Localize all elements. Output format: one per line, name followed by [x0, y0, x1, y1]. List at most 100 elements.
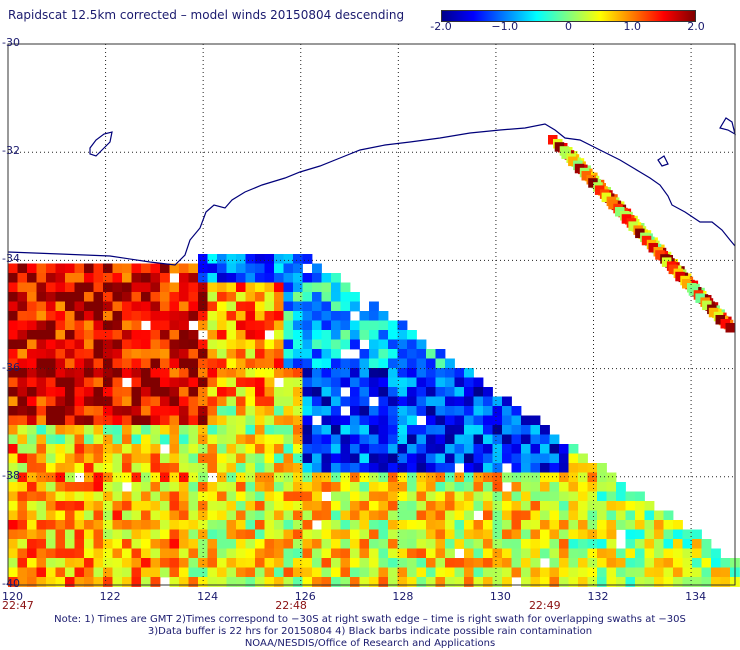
wind-cell [103, 472, 113, 483]
wind-cell [255, 320, 265, 331]
wind-cell [8, 273, 18, 283]
wind-cell [312, 292, 322, 302]
colorbar [441, 10, 696, 22]
wind-cell [112, 558, 123, 568]
wind-cell [302, 406, 313, 416]
wind-cell [84, 577, 94, 587]
wind-cell [255, 396, 265, 407]
wind-cell [264, 501, 275, 511]
colorbar-tick-label: −1.0 [491, 20, 519, 33]
wind-cell [293, 425, 303, 435]
wind-cell [141, 273, 151, 283]
wind-cell [397, 453, 408, 464]
wind-cell [169, 472, 180, 483]
wind-cell [587, 520, 598, 530]
wind-cell [331, 472, 341, 483]
wind-cell [350, 567, 360, 578]
wind-cell [293, 453, 303, 464]
wind-cell [559, 577, 569, 587]
wind-cell [179, 539, 189, 549]
wind-cell [255, 254, 265, 264]
wind-cell [473, 444, 484, 454]
wind-cell [65, 406, 75, 416]
wind-cell [207, 254, 218, 264]
wind-cell [160, 415, 170, 426]
wind-cell [179, 415, 189, 426]
wind-cell [568, 453, 579, 464]
wind-cell [511, 491, 522, 502]
wind-cell [264, 292, 275, 302]
wind-cell [112, 406, 123, 416]
wind-cell [321, 453, 332, 464]
wind-cell [312, 396, 322, 407]
wind-cell [454, 415, 465, 426]
wind-cell [416, 529, 427, 540]
wind-cell [350, 377, 360, 388]
wind-cell [701, 548, 712, 559]
wind-cell [331, 501, 341, 511]
wind-cell [74, 311, 85, 321]
wind-cell [616, 501, 626, 511]
wind-cell [198, 453, 208, 464]
wind-cell [587, 539, 598, 549]
wind-cell [141, 301, 151, 312]
wind-cell [340, 377, 351, 388]
wind-cell [141, 330, 151, 340]
wind-cell [331, 577, 341, 587]
wind-cell [93, 387, 104, 397]
wind-cell [464, 558, 474, 568]
wind-cell [397, 539, 408, 549]
wind-cell [416, 463, 427, 473]
wind-cell [188, 453, 199, 464]
coastline-segment [657, 155, 669, 167]
wind-cell [435, 434, 446, 445]
wind-cell [131, 273, 142, 283]
wind-cell [350, 491, 360, 502]
wind-cell [711, 567, 721, 578]
wind-cell [179, 453, 189, 464]
wind-cell [407, 472, 417, 483]
wind-cell [359, 567, 370, 578]
wind-cell [17, 396, 28, 407]
wind-cell [312, 263, 322, 274]
wind-cell [283, 301, 294, 312]
wind-cell [150, 425, 161, 435]
wind-cell [407, 434, 417, 445]
wind-cell [445, 567, 455, 578]
wind-cell [302, 529, 313, 540]
wind-cell [682, 539, 693, 549]
wind-cell [217, 472, 227, 483]
wind-cell [359, 463, 370, 473]
wind-cell [359, 501, 370, 511]
wind-cell [435, 510, 446, 521]
wind-cell [264, 377, 275, 388]
wind-cell [331, 349, 341, 359]
wind-cell [464, 453, 474, 464]
wind-cell [27, 415, 37, 426]
wind-cell [131, 387, 142, 397]
wind-cell [597, 529, 607, 540]
wind-cell [350, 548, 360, 559]
wind-cell [27, 368, 37, 378]
wind-cell [312, 501, 322, 511]
wind-cell [46, 472, 56, 483]
colorbar-tick-label: -2.0 [430, 20, 452, 33]
wind-cell [359, 368, 370, 378]
wind-cell [682, 577, 693, 587]
wind-cell [350, 406, 360, 416]
wind-cell [141, 491, 151, 502]
wind-cell [274, 311, 284, 321]
wind-cell [378, 558, 389, 568]
wind-cell [207, 263, 218, 274]
wind-cell [435, 368, 446, 378]
wind-cell [93, 396, 104, 407]
wind-cell [549, 529, 560, 540]
wind-cell [483, 415, 493, 426]
wind-cell [473, 415, 484, 426]
wind-cell [8, 349, 18, 359]
wind-cell [84, 463, 94, 473]
wind-cell [236, 339, 246, 350]
wind-cell [27, 292, 37, 302]
wind-cell [46, 567, 56, 578]
wind-cell [65, 548, 75, 559]
